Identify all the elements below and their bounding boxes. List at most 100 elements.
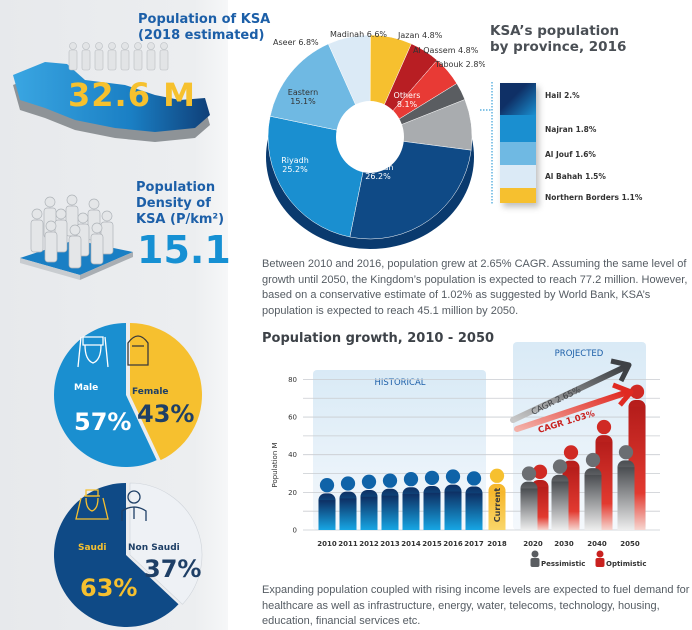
x-tick-label: 2011	[338, 540, 358, 548]
others-stack-al-jouf	[500, 142, 536, 165]
growth-paragraph: Between 2010 and 2016, population grew a…	[262, 258, 688, 317]
nationality-pie-chart	[54, 482, 203, 627]
female-value: 43%	[137, 400, 195, 428]
bar-2010	[318, 478, 336, 530]
female-label: Female	[132, 387, 169, 397]
crowd-icon	[20, 194, 133, 280]
demand-paragraph: Expanding population coupled with rising…	[262, 584, 690, 627]
saudi-label: Saudi	[78, 543, 107, 553]
bar-pessimistic-2030	[551, 459, 569, 530]
bar-2015	[423, 470, 441, 530]
cagr-low-arrow	[514, 382, 634, 432]
density-value: 15.1	[137, 228, 231, 272]
x-tick-label: 2040	[587, 540, 607, 548]
legend-item-optimistic: Optimistic	[595, 550, 646, 568]
bar-2014	[402, 472, 420, 530]
male-icon	[77, 336, 109, 368]
people-row-icon	[68, 42, 169, 71]
x-tick-label: 2020	[523, 540, 543, 548]
growth-chart-title: Population growth, 2010 - 2050	[262, 331, 495, 346]
non-saudi-value: 37%	[144, 555, 202, 583]
donut-label-others: Others	[394, 91, 421, 100]
bar-2016	[444, 469, 462, 530]
population-title-line1: Population of KSA	[138, 12, 271, 27]
others-label-al-bahah: Al Bahah 1.5%	[545, 172, 606, 181]
others-stack	[500, 83, 536, 203]
current-label: Current	[493, 488, 502, 523]
donut-label-eastern: Eastern	[288, 88, 318, 97]
bar-current-2018	[488, 468, 506, 530]
others-stack-northern-borders	[500, 188, 536, 203]
gender-pie-chart	[54, 323, 202, 467]
chart-legend: Pessimistic Optimistic	[530, 550, 646, 568]
others-stack-al-bahah	[500, 165, 536, 188]
bar-2012	[360, 474, 378, 530]
bar-pessimistic-2050	[617, 445, 635, 530]
businessman-icon	[121, 490, 147, 521]
population-title-line2: (2018 estimated)	[138, 28, 265, 43]
density-title-line2: Density of	[136, 196, 211, 211]
donut-label-riyadh: Riyadh	[281, 156, 309, 165]
historical-label: HISTORICAL	[374, 378, 425, 388]
x-tick-label: 2014	[401, 540, 421, 548]
female-icon	[127, 335, 149, 366]
x-tick-label: 2017	[464, 540, 484, 548]
y-tick-label: 40	[288, 451, 297, 459]
population-title: Population of KSA (2018 estimated)	[138, 12, 270, 44]
saudi-man-icon	[75, 489, 109, 520]
svg-text:Optimistic: Optimistic	[606, 560, 646, 568]
x-tick-label: 2015	[422, 540, 442, 548]
y-tick-label: 20	[288, 489, 297, 497]
saudi-value: 63%	[80, 574, 138, 602]
svg-text:Pessimistic: Pessimistic	[541, 560, 585, 568]
x-tick-label: 2050	[620, 540, 640, 548]
population-value: 32.6 M	[68, 76, 196, 114]
pie-slice-male	[54, 323, 157, 467]
projected-label: PROJECTED	[555, 349, 604, 359]
donut-value-riyadh: 25.2%	[282, 165, 308, 174]
province-title-line1: KSA’s population	[490, 23, 620, 39]
others-stack-hail	[500, 83, 536, 115]
non-saudi-label: Non Saudi	[128, 543, 180, 553]
donut-label-al-qassem: Al Qassem 4.8%	[413, 46, 479, 55]
male-label: Male	[74, 383, 99, 393]
donut-hole	[336, 101, 404, 173]
bar-2011	[339, 476, 357, 530]
ksa-map-icon	[13, 62, 210, 142]
province-title-line2: by province, 2016	[490, 39, 627, 55]
others-label-hail: Hail 2.%	[545, 91, 580, 100]
x-tick-label: 2016	[443, 540, 463, 548]
donut-label-tabouk: Tabouk 2.8%	[434, 60, 485, 69]
x-tick-label: 2012	[359, 540, 379, 548]
cagr-high-arrow	[510, 358, 632, 423]
density-title-line1: Population	[136, 180, 216, 195]
y-axis-label: Population M	[271, 442, 279, 487]
historical-region	[313, 370, 486, 530]
donut-label-madinah: Madinah 6.6%	[330, 30, 387, 39]
x-tick-label: 2018	[487, 540, 507, 548]
bar-2017	[465, 471, 483, 530]
x-tick-label: 2010	[317, 540, 337, 548]
bar-pessimistic-2020	[520, 466, 538, 530]
others-label-al-jouf: Al Jouf 1.6%	[545, 150, 596, 159]
province-title: KSA’s population by province, 2016	[490, 23, 626, 55]
donut-label-jazan: Jazan 4.8%	[397, 31, 443, 40]
donut-label-aseer: Aseer 6.8%	[273, 38, 319, 47]
donut-label-makkah: Makkah	[363, 163, 394, 172]
others-stack-najran	[500, 115, 536, 142]
x-tick-label: 2013	[380, 540, 400, 548]
others-label-northern-borders: Northern Borders 1.1%	[545, 193, 643, 202]
legend-item-pessimistic: Pessimistic	[530, 550, 585, 568]
x-tick-label: 2030	[554, 540, 574, 548]
bar-pessimistic-2040	[584, 452, 602, 530]
donut-value-eastern: 15.1%	[290, 97, 316, 106]
density-title-line3: KSA (P/km²)	[136, 212, 225, 227]
others-label-najran: Najran 1.8%	[545, 125, 597, 134]
bar-2013	[381, 473, 399, 530]
donut-value-makkah: 26.2%	[365, 172, 391, 181]
y-tick-label: 60	[288, 414, 297, 422]
y-tick-label: 80	[288, 376, 297, 384]
others-connector	[480, 82, 493, 205]
